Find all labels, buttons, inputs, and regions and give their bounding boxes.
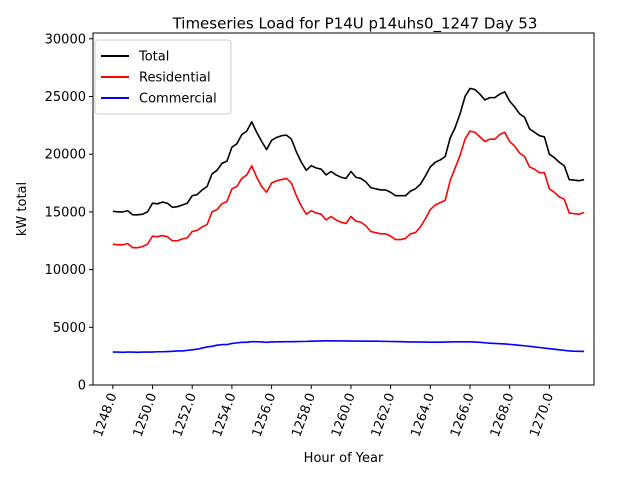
legend-box	[94, 39, 232, 115]
y-tick-label: 10000	[45, 263, 86, 278]
y-axis: 0 5000 10000 15000 20000 25000 30000	[45, 32, 93, 394]
y-tick-label: 0	[78, 379, 86, 394]
y-tick-label: 30000	[45, 32, 86, 47]
y-tick-label: 25000	[45, 90, 86, 105]
legend-label-total: Total	[138, 50, 169, 65]
x-axis-label: Hour of Year	[304, 451, 384, 466]
legend-label-residential: Residential	[139, 71, 211, 86]
y-tick-label: 5000	[53, 321, 86, 336]
y-tick-label: 20000	[45, 148, 86, 163]
legend-label-commercial: Commercial	[139, 92, 217, 107]
y-tick-label: 15000	[45, 205, 86, 220]
chart-title: Timeseries Load for P14U p14uhs0_1247 Da…	[172, 15, 538, 34]
series-line-commercial	[112, 339, 585, 354]
y-axis-label: kW total	[15, 182, 30, 236]
series-line-residential	[112, 130, 585, 249]
legend: Total Residential Commercial	[94, 39, 232, 115]
series-line-total	[112, 87, 585, 216]
plot-frame	[92, 32, 595, 386]
series-layer	[112, 87, 585, 354]
